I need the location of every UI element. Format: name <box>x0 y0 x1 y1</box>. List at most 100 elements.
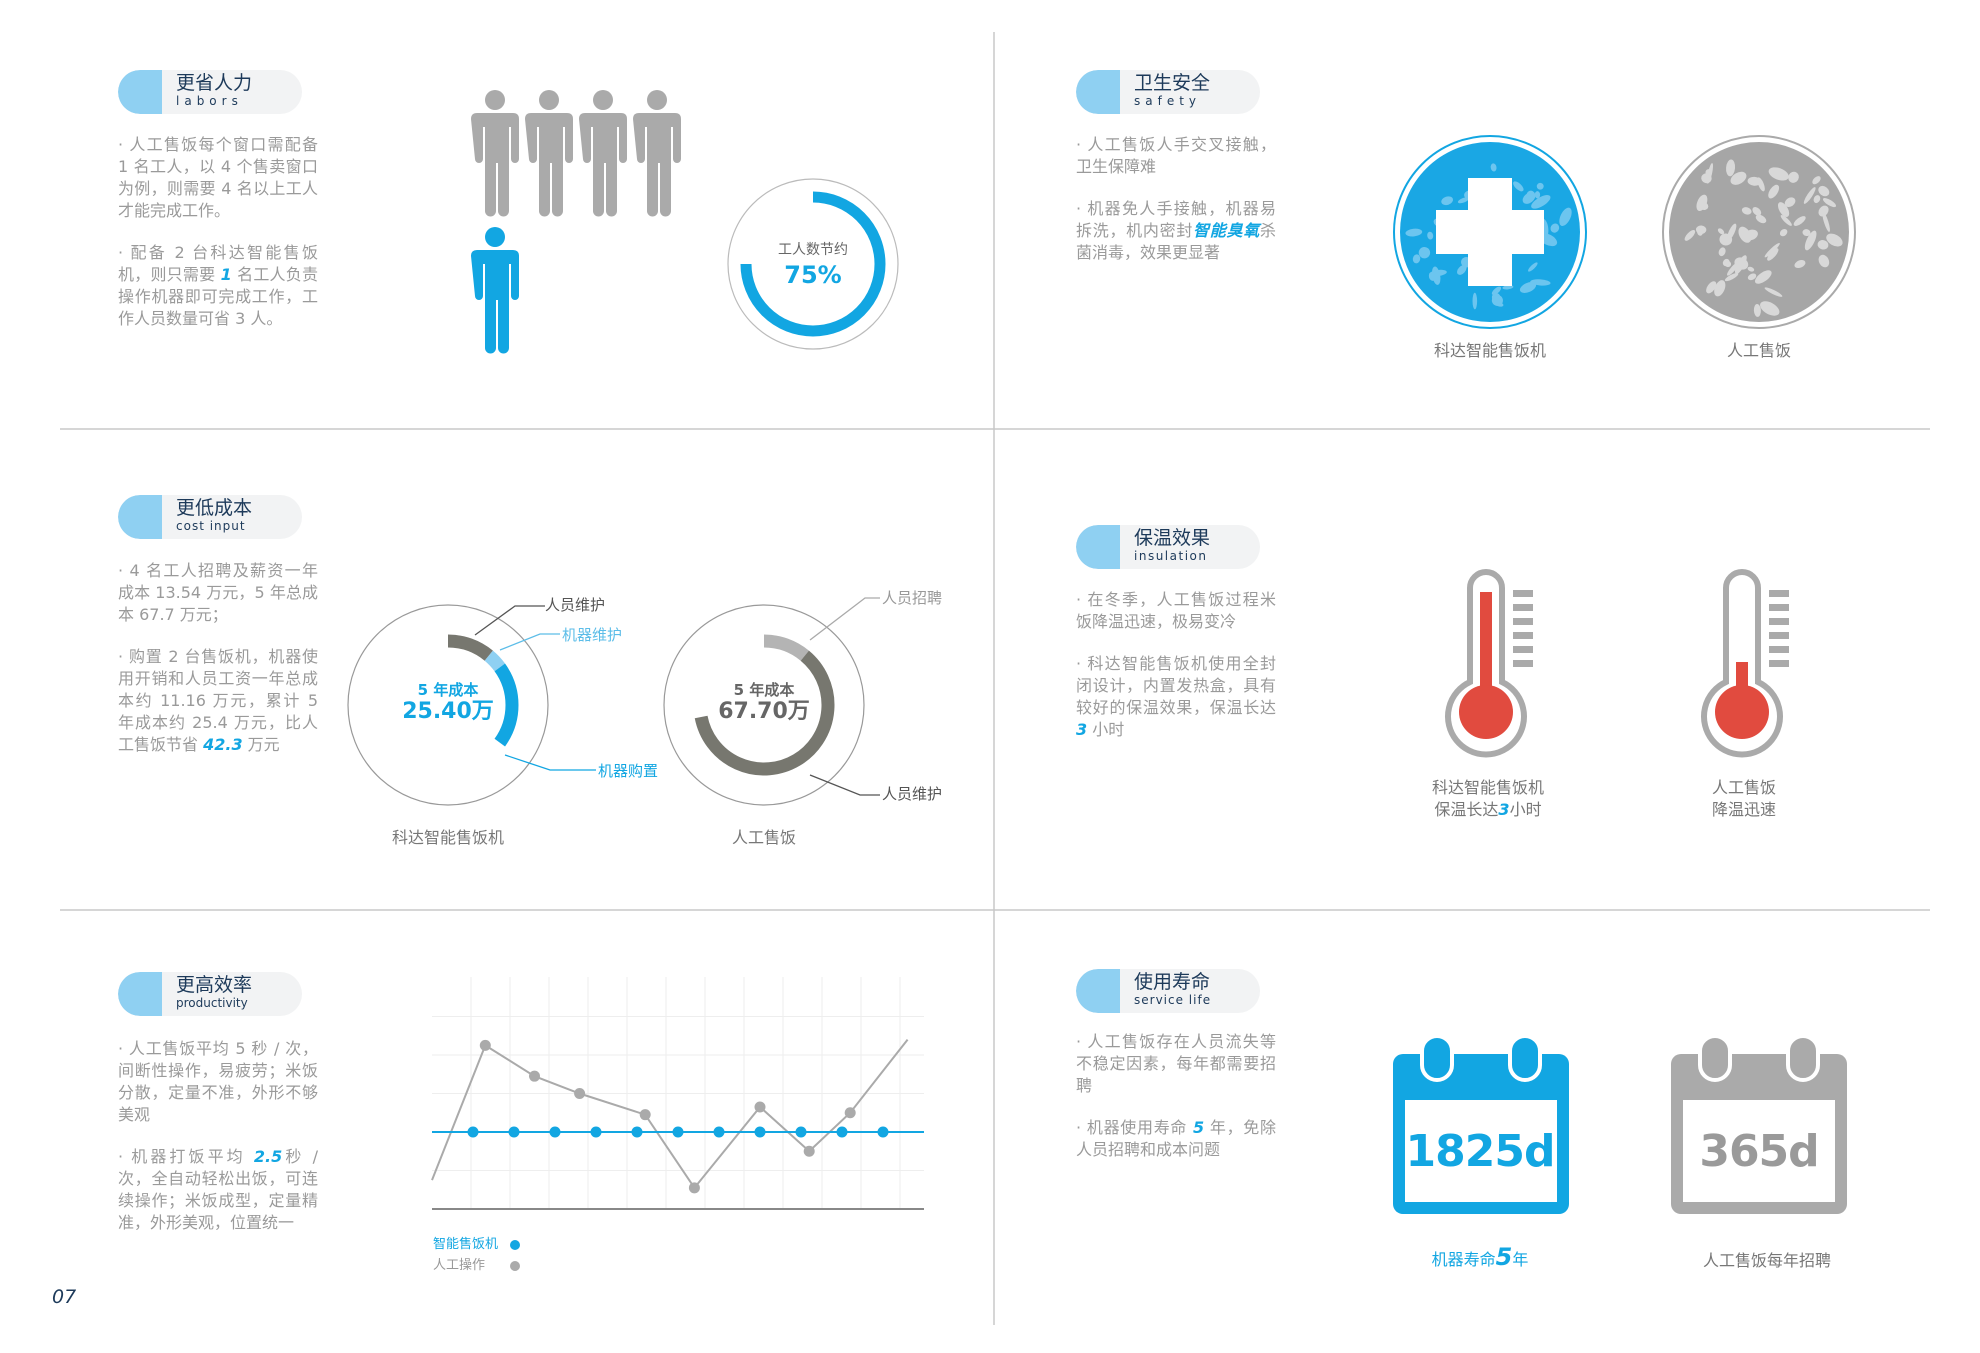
donut-segment <box>447 634 493 661</box>
donut-center-title: 5 年成本 <box>417 681 479 699</box>
productivity-line-chart <box>431 977 924 1210</box>
series-line <box>431 1038 909 1190</box>
calendar-value-machine: 1825d <box>1405 1126 1556 1177</box>
data-point <box>574 1088 586 1099</box>
germ-shape <box>1718 247 1726 257</box>
paragraph: · 4 名工人招聘及薪资一年成本 13.54 万元，5 年总成本 67.7 万元… <box>118 561 318 624</box>
data-point <box>508 1126 520 1138</box>
section-title: 更省人力 <box>176 72 253 94</box>
germ-shape <box>1696 194 1708 212</box>
section-header-cost: 更低成本 cost input <box>118 495 302 539</box>
scale-tick <box>1513 590 1533 597</box>
germ-shape <box>1724 272 1739 282</box>
germ-shape <box>1760 301 1780 316</box>
caption-manual: 人工售饭 <box>731 828 797 847</box>
callout-line <box>809 597 880 641</box>
thermometer-manual <box>1701 569 1789 758</box>
caption-manual: 人工售饭 <box>1726 341 1792 360</box>
germ-shape <box>1812 176 1821 185</box>
germ-shape <box>1822 198 1837 208</box>
callout-line <box>474 605 545 636</box>
germ-shape <box>1559 207 1572 226</box>
thermometer-icons <box>1445 569 1789 758</box>
germ-shape <box>1755 270 1772 284</box>
callout-label: 机器购置 <box>598 762 659 780</box>
paragraph: · 配备 2 台科达智能售饭机，则只需要 1 名工人负责操作机器即可完成工作，工… <box>118 243 318 328</box>
germ-shape <box>1405 228 1423 237</box>
person-icon <box>471 90 519 217</box>
germ-shape <box>1768 167 1789 181</box>
section-title: 更高效率 <box>176 974 253 996</box>
paragraph: · 人工售饭人手交叉接触，卫生保障难 <box>1076 135 1276 176</box>
scale-tick <box>1769 660 1789 667</box>
scale-tick <box>1769 618 1789 625</box>
legend-item-machine: 智能售饭机 <box>433 1233 521 1252</box>
germ-shape <box>1780 215 1792 226</box>
scale-tick <box>1769 632 1789 639</box>
germ-shape <box>1724 260 1732 268</box>
germ-shape <box>1519 282 1537 293</box>
calendar-value-manual: 365d <box>1699 1126 1819 1177</box>
germ-shape <box>1747 266 1755 272</box>
germ-shape <box>1738 226 1752 243</box>
bacteria-icon <box>1662 135 1856 329</box>
caption-manual: 人工售饭每年招聘 <box>1702 1251 1832 1270</box>
scale-tick <box>1513 660 1533 667</box>
callout-label: 机器维护 <box>562 626 623 644</box>
germ-shape <box>1764 243 1780 258</box>
germ-shape <box>1777 202 1790 217</box>
donut-segment <box>694 650 835 776</box>
data-point <box>479 1039 491 1051</box>
data-point <box>672 1126 684 1138</box>
section-title: 保温效果 <box>1134 527 1211 549</box>
germ-shape <box>1826 233 1843 247</box>
germ-shape <box>1490 163 1497 172</box>
safety-description: · 人工售饭人手交叉接触，卫生保障难 · 机器免人手接触，机器易拆洗，机内密封智… <box>1076 134 1276 284</box>
callout-line <box>499 633 560 651</box>
paragraph: · 在冬季，人工售饭过程米饭降温迅速，极易变冷 <box>1076 590 1276 631</box>
donut-segment <box>494 663 519 747</box>
germ-shape <box>1697 229 1703 236</box>
germ-shape <box>1788 171 1799 183</box>
donut-outline <box>347 604 549 806</box>
section-header-labors: 更省人力 labors <box>118 70 302 114</box>
germ-shape <box>1753 304 1761 317</box>
cost-description: · 4 名工人招聘及薪资一年成本 13.54 万元，5 年总成本 67.7 万元… <box>118 560 318 776</box>
data-point <box>688 1182 700 1194</box>
scale-tick <box>1513 646 1533 653</box>
calendar-machine <box>1393 1034 1569 1214</box>
people-icons <box>471 90 681 354</box>
germ-shape <box>1818 205 1829 217</box>
germ-shape <box>1428 272 1436 281</box>
clean-cross-icon <box>1393 135 1587 329</box>
data-point <box>713 1126 725 1138</box>
section-header-safety: 卫生安全 safety <box>1076 70 1260 114</box>
machine-cost-donut <box>347 604 549 806</box>
section-subtitle: productivity <box>176 996 248 1010</box>
section-header-insulation: 保温效果 insulation <box>1076 525 1260 569</box>
germ-shape <box>1784 197 1796 207</box>
header-dot <box>118 70 162 114</box>
page-number: 07 <box>52 1286 77 1308</box>
paragraph: · 科达智能售饭机使用全封闭设计，内置发热盒，具有较好的保温效果，保温长达 3 … <box>1076 654 1276 739</box>
callout-label: 人员维护 <box>882 785 943 803</box>
caption-machine: 科达智能售饭机 保温长达3小时 <box>1431 778 1545 819</box>
germ-shape <box>1779 228 1788 237</box>
cost-donuts <box>347 597 880 806</box>
germ-shape <box>1708 284 1714 292</box>
germ-shape <box>1457 197 1469 204</box>
safety-icons <box>1393 135 1856 329</box>
germ-shape <box>1822 212 1830 232</box>
data-point <box>529 1070 540 1082</box>
labor-saving-ring <box>727 178 899 350</box>
data-point <box>639 1109 651 1121</box>
scale-tick <box>1513 632 1533 639</box>
data-point <box>467 1126 479 1138</box>
germ-shape <box>1441 196 1454 206</box>
person-icon <box>579 90 627 217</box>
section-header-productivity: 更高效率 productivity <box>118 972 302 1016</box>
germ-shape <box>1472 292 1478 310</box>
data-point <box>549 1126 561 1138</box>
scale-tick <box>1769 604 1789 611</box>
